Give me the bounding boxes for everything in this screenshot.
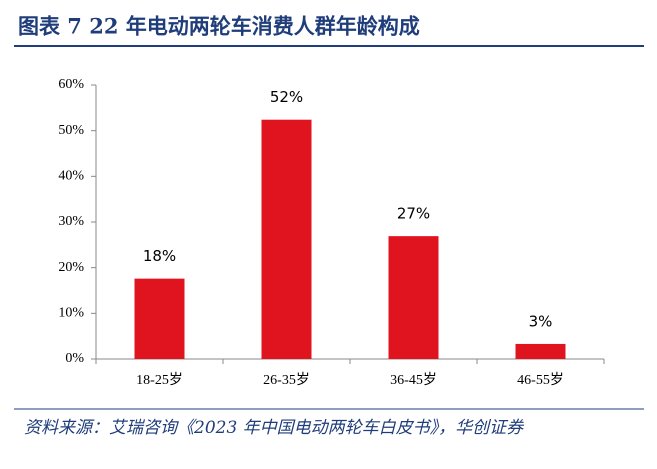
bar: [134, 278, 185, 359]
y-tick-label: 60%: [58, 77, 84, 92]
x-tick-label: 18-25岁: [136, 372, 183, 388]
y-tick-label: 50%: [58, 123, 84, 138]
value-label: 18%: [143, 247, 176, 265]
value-label: 27%: [397, 205, 430, 223]
bar: [261, 119, 312, 359]
x-tick-label: 46-55岁: [517, 372, 564, 388]
value-label: 3%: [529, 312, 553, 330]
y-tick-label: 30%: [58, 214, 84, 229]
y-tick-label: 40%: [58, 169, 84, 184]
value-label: 52%: [270, 88, 303, 106]
y-tick-label: 10%: [58, 306, 84, 321]
source-note: 资料来源：艾瑞咨询《2023 年中国电动两轮车白皮书》，华创证券: [24, 418, 524, 438]
y-tick-label: 0%: [65, 351, 84, 366]
y-tick-label: 20%: [58, 260, 84, 275]
x-tick-label: 36-45岁: [390, 372, 437, 388]
bar: [515, 343, 566, 359]
bar: [388, 236, 439, 359]
x-tick-label: 26-35岁: [263, 372, 310, 388]
chart-title: 图表 7 22 年电动两轮车消费人群年龄构成: [18, 14, 420, 39]
